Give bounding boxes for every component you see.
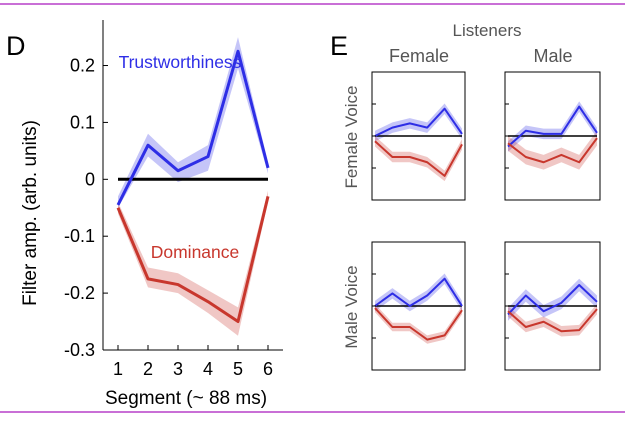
- col-label-male: Male: [533, 46, 572, 66]
- subplot-male-voice-male: [504, 241, 601, 371]
- subplot-line-2: [507, 137, 598, 164]
- subplot-line-1: [507, 284, 598, 316]
- subplot-band-2: [375, 303, 462, 344]
- series-label-trustworthiness: Trustworthiness: [119, 52, 242, 72]
- panel-d-xtick-label: 4: [203, 359, 213, 379]
- panel-d-ytick-label: -0.3: [64, 340, 95, 360]
- panel-d-xtick-label: 2: [143, 359, 153, 379]
- subplot-line-1: [374, 107, 463, 137]
- panel-d-line-dominance: [116, 196, 270, 324]
- panel-d-xtick-label: 6: [263, 359, 273, 379]
- bottom-rule: [0, 411, 625, 413]
- subplot-female-voice-male: [504, 71, 601, 201]
- subplot-line-1: [507, 105, 598, 148]
- panel-e: E Listeners Female Male Female Voice Mal…: [330, 21, 601, 371]
- panel-d-xtick-label: 1: [113, 359, 123, 379]
- panel-d: D Filter amp. (arb. units) Segment (~ 88…: [6, 20, 283, 409]
- subplot-line-1: [374, 277, 463, 307]
- panel-d-ytick-label: 0.1: [70, 112, 95, 132]
- panel-d-ytick-label: -0.2: [64, 283, 95, 303]
- panel-d-ytick-label: -0.1: [64, 226, 95, 246]
- panel-d-xlabel: Segment (~ 88 ms): [105, 388, 267, 409]
- panel-d-ylabel: Filter amp. (arb. units): [20, 120, 41, 306]
- subplot-female-voice-female: [371, 71, 466, 201]
- subplot-line-2: [374, 307, 463, 341]
- row-label-male-voice: Male Voice: [342, 265, 361, 348]
- panel-d-ytick-label: 0.2: [70, 56, 95, 76]
- top-rule: [0, 3, 625, 5]
- panel-e-letter: E: [330, 31, 348, 61]
- subplot-band-1: [508, 101, 597, 152]
- subplot-band-2: [508, 303, 597, 337]
- panel-d-letter: D: [6, 31, 26, 61]
- panel-d-xtick-label: 5: [233, 359, 243, 379]
- col-label-female: Female: [389, 46, 449, 66]
- panel-e-super-title: Listeners: [453, 21, 522, 40]
- panel-d-xtick-label: 3: [173, 359, 183, 379]
- row-label-female-voice: Female Voice: [342, 86, 361, 189]
- subplot-male-voice-female: [371, 241, 466, 371]
- series-label-dominance: Dominance: [151, 242, 240, 262]
- subplot-line-2: [374, 140, 463, 177]
- subplot-line-2: [507, 308, 598, 333]
- subplot-band-2: [375, 136, 462, 182]
- panel-d-line-trustworthiness: [116, 49, 270, 206]
- panel-d-ytick-label: 0: [85, 169, 95, 189]
